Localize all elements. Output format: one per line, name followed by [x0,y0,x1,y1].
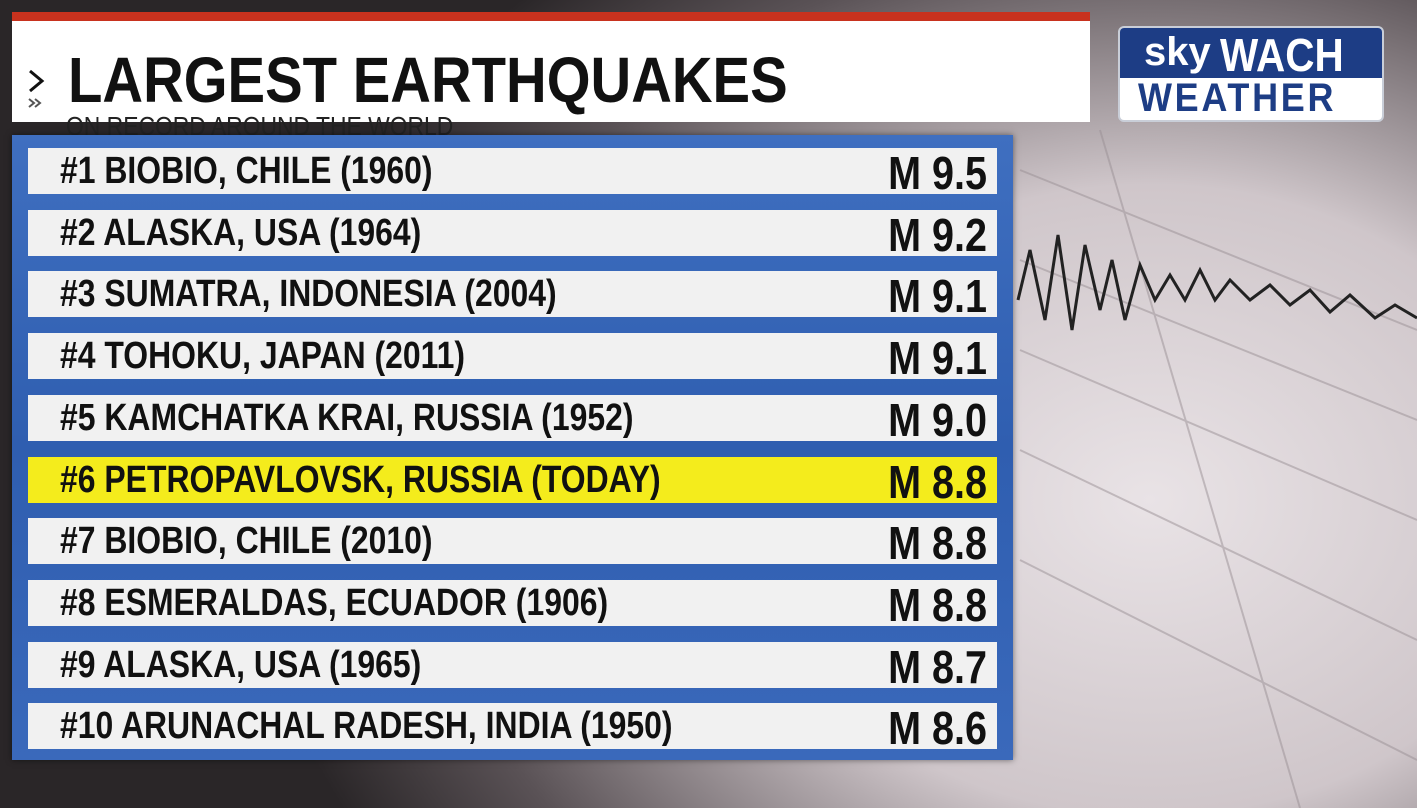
row-magnitude: M 8.8 [888,455,987,508]
ranking-row: #8 ESMERALDAS, ECUADOR (1906) M 8.8 [28,579,997,631]
logo-band: sky WACH [1120,28,1382,81]
title: LARGEST EARTHQUAKES [68,44,788,116]
row-magnitude: M 9.1 [888,332,987,385]
row-magnitude: M 9.2 [888,208,987,261]
ranking-row: #3 SUMATRA, INDONESIA (2004) M 9.1 [28,270,997,322]
row-magnitude: M 8.7 [888,640,987,693]
ranking-row: #6 PETROPAVLOVSK, RUSSIA (TODAY) M 8.8 [28,456,997,508]
ranking-row: #1 BIOBIO, CHILE (1960) M 9.5 [28,147,997,199]
row-magnitude: M 9.0 [888,393,987,446]
header: LARGEST EARTHQUAKES ON RECORD AROUND THE… [12,21,1090,141]
ranking-row: #7 BIOBIO, CHILE (2010) M 8.8 [28,517,997,569]
row-label: #6 PETROPAVLOVSK, RUSSIA (TODAY) [60,458,661,501]
row-label: #3 SUMATRA, INDONESIA (2004) [60,273,557,316]
ranking-panel: #1 BIOBIO, CHILE (1960) M 9.5 #2 ALASKA, U… [12,135,1013,760]
ranking-row: #2 ALASKA, USA (1964) M 9.2 [28,209,997,261]
row-label: #5 KAMCHATKA KRAI, RUSSIA (1952) [60,396,634,439]
logo-weather: WEATHER [1138,76,1337,120]
chevron [28,69,45,108]
row-magnitude: M 8.6 [888,702,987,755]
row-magnitude: M 8.8 [888,578,987,631]
row-label: #2 ALASKA, USA (1964) [60,211,422,254]
ranking-row: #5 KAMCHATKA KRAI, RUSSIA (1952) M 9.0 [28,394,997,446]
row-label: #7 BIOBIO, CHILE (2010) [60,520,433,563]
ranking-row: #10 ARUNACHAL RADESH, INDIA (1950) M 8.6 [28,702,997,754]
logo-wach: WACH [1220,29,1344,81]
logo-sky: sky [1144,30,1211,74]
row-label: #4 TOHOKU, JAPAN (2011) [60,335,466,378]
row-label: #8 ESMERALDAS, ECUADOR (1906) [60,581,609,624]
accent-line [12,12,1090,21]
row-magnitude: M 9.5 [888,147,987,199]
row-magnitude: M 8.8 [888,517,987,570]
logo: sky WACH WEATHER [1118,26,1384,122]
ranking-row: #9 ALASKA, USA (1965) M 8.7 [28,641,997,693]
ranking-row: #4 TOHOKU, JAPAN (2011) M 9.1 [28,332,997,384]
row-label: #10 ARUNACHAL RADESH, INDIA (1950) [60,705,673,748]
row-magnitude: M 9.1 [888,270,987,323]
row-label: #9 ALASKA, USA (1965) [60,643,422,686]
row-label: #1 BIOBIO, CHILE (1960) [60,150,433,192]
